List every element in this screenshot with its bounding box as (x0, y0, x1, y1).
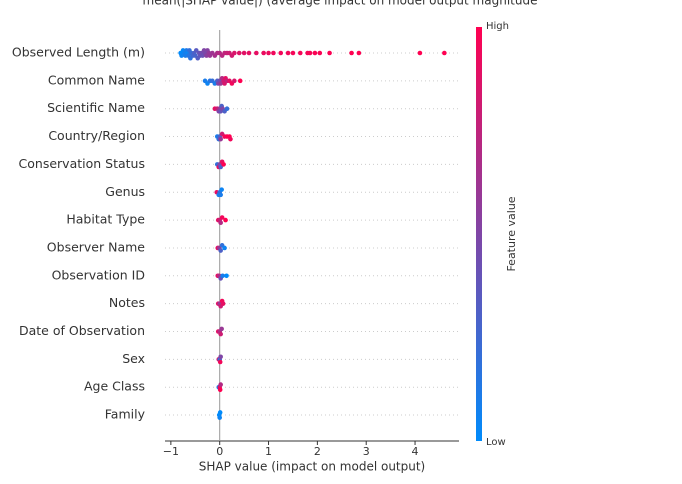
feature-label: Genus (105, 184, 145, 199)
shap-point (356, 50, 362, 56)
shap-point (224, 106, 230, 111)
shap-point (417, 50, 423, 56)
shap-point (224, 273, 229, 279)
shap-point (278, 50, 284, 56)
feature-label: Scientific Name (47, 100, 145, 115)
shap-point (217, 410, 223, 415)
shap-point (219, 326, 224, 332)
shap-point (217, 359, 223, 365)
shap-point (222, 245, 227, 251)
shap-point (232, 50, 237, 56)
shap-point (221, 162, 226, 167)
feature-label: Common Name (48, 72, 145, 87)
shap-point (290, 50, 296, 56)
shap-point (223, 217, 228, 223)
shap-point (297, 50, 303, 56)
shap-point (241, 50, 247, 56)
feature-label: Habitat Type (66, 212, 145, 227)
feature-label: Observation ID (52, 267, 145, 282)
shap-point (236, 50, 242, 56)
feature-label: Country/Region (48, 128, 145, 143)
shap-point (271, 50, 276, 56)
feature-label: Family (105, 407, 146, 422)
shap-point (232, 78, 237, 84)
shap-point (442, 50, 447, 56)
x-axis-label: SHAP value (impact on model output) (199, 460, 426, 474)
shap-point (218, 192, 223, 198)
shap-point (218, 382, 223, 387)
shap-point (327, 50, 332, 56)
shap-point (218, 331, 223, 337)
feature-label: Observer Name (47, 239, 146, 254)
shap-point (246, 50, 252, 56)
x-tick-label: 4 (412, 445, 419, 458)
colorbar-label: Feature value (505, 196, 518, 271)
shap-point (218, 354, 223, 360)
shap-point (266, 50, 271, 56)
x-tick-label: 3 (363, 445, 370, 458)
shap-point (261, 50, 266, 56)
shap-point (285, 50, 291, 56)
shap-point (220, 273, 225, 279)
x-tick-label: 2 (314, 445, 321, 458)
shap-point (228, 136, 233, 142)
feature-label: Notes (109, 295, 145, 310)
shap-point (219, 215, 225, 220)
colorbar-high: High (486, 21, 509, 32)
shap-point (218, 220, 223, 225)
x-tick-label: 1 (265, 445, 272, 458)
feature-label: Conservation Status (19, 156, 145, 171)
colorbar-low: Low (486, 437, 506, 448)
shap-point (218, 248, 223, 253)
feature-label: Observed Length (m) (12, 45, 145, 60)
shap-point (349, 50, 354, 56)
shap-point (254, 50, 259, 56)
feature-label: Sex (122, 351, 145, 366)
feature-label: Age Class (84, 379, 145, 394)
shap-point (312, 50, 318, 56)
shap-point (220, 301, 226, 306)
x-tick-label: 0 (216, 445, 223, 458)
shap-point (307, 50, 313, 56)
chart-title: mean(|SHAP value|) (average impact on mo… (143, 0, 538, 8)
shap-point (218, 136, 223, 142)
x-tick-label: −1 (163, 445, 179, 458)
feature-label: Date of Observation (19, 323, 145, 338)
shap-point (317, 50, 323, 56)
shap-point (237, 78, 243, 84)
colorbar (476, 27, 482, 441)
shap-point (219, 187, 224, 192)
shap-point (217, 415, 222, 420)
shap-point (217, 387, 223, 393)
